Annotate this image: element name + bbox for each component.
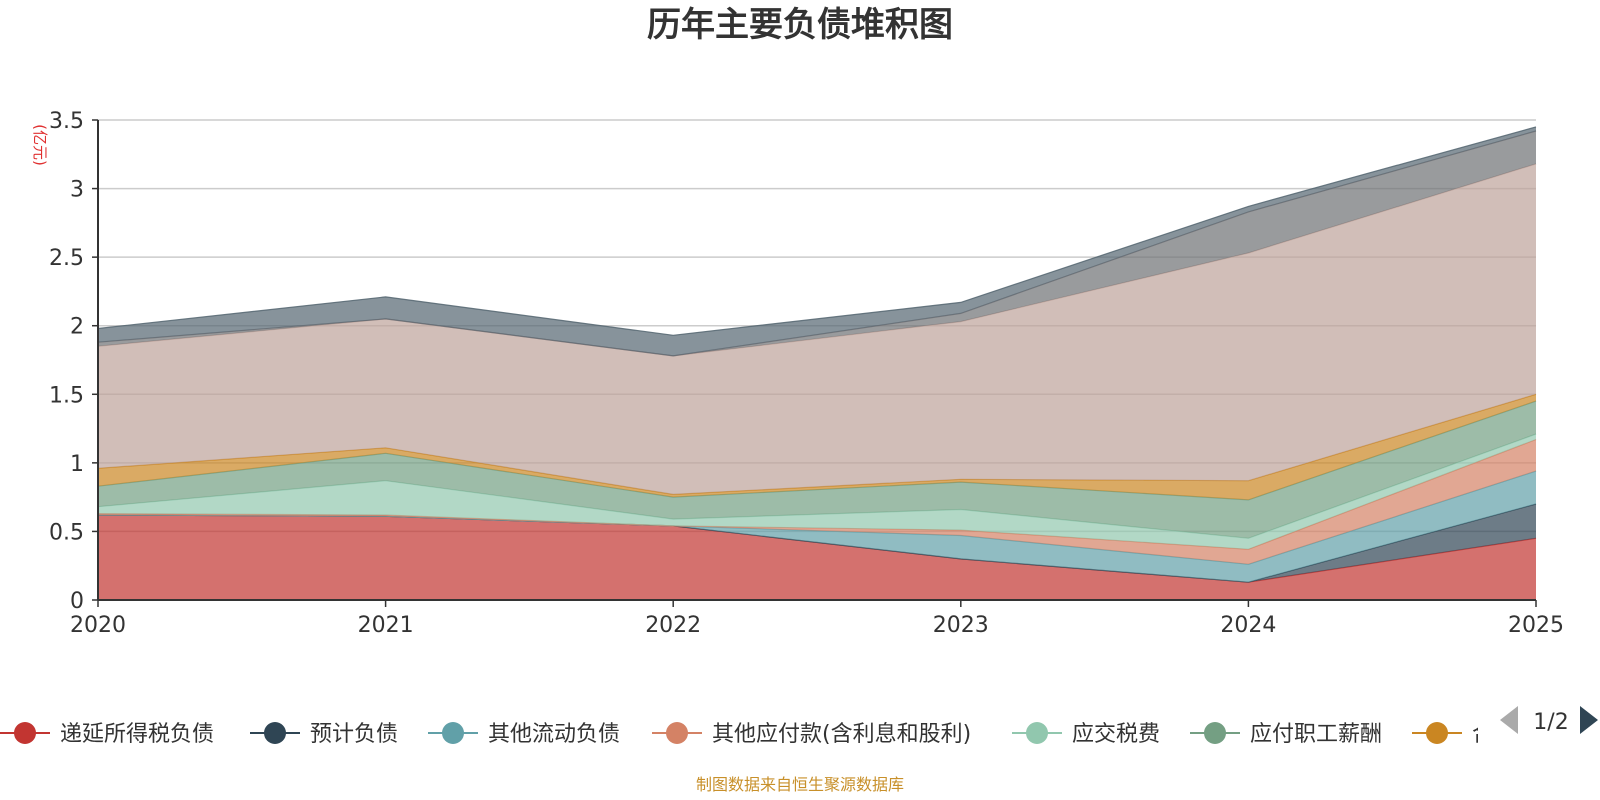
y-axis-ticks: 0 0.5 1 1.5 2 2.5 3 3.5 [49,109,98,614]
y-axis-unit-label: (亿元) [31,124,49,166]
legend-clip-mask [1478,705,1600,765]
legend-marker-icon [666,722,688,744]
legend-next-page-icon[interactable] [1580,706,1598,734]
area-series-5 [98,434,1536,550]
legend-item[interactable]: 其他流动负债 [428,722,620,747]
y-tick-label: 3.5 [49,109,84,134]
legend-marker-icon [1204,722,1226,744]
legend-item[interactable]: 其他应付款(含利息和股利) [652,722,971,747]
legend-marker-icon [1026,722,1048,744]
area-series-line-10 [97,126,1537,336]
y-tick-label: 2.5 [49,246,84,271]
y-tick-label: 1.5 [49,383,84,408]
legend-prev-page-icon[interactable] [1500,706,1518,734]
y-tick-label: 2 [70,315,84,340]
chart-title: 历年主要负债堆积图 [647,5,953,45]
area-series-6 [98,401,1536,539]
legend-item[interactable]: 应交税费 [1012,722,1160,747]
y-tick-label: 3 [70,178,84,203]
legend-marker-icon [14,722,36,744]
data-source-note: 制图数据来自恒生聚源数据库 [696,775,904,794]
y-tick-label: 0.5 [49,520,84,545]
legend-label: 应付职工薪酬 [1250,722,1382,747]
legend-label: 其他应付款(含利息和股利) [712,722,971,747]
x-tick-label: 2022 [645,613,701,638]
legend-marker-icon [1426,722,1448,744]
stacked-areas [97,126,1537,600]
legend-label: 递延所得税负债 [60,722,214,747]
x-tick-label: 2025 [1508,613,1564,638]
legend-marker-icon [264,722,286,744]
legend-label: 其他流动负债 [488,722,620,747]
legend-marker-icon [442,722,464,744]
legend: 递延所得税负债 预计负债 其他流动负债 其他应付款(含利息和股利) 应交税费 应付职工薪酬… [0,705,1600,765]
legend-pager: 1/2 [1500,706,1598,735]
legend-item[interactable]: 应付职工薪酬 [1190,722,1382,747]
y-tick-label: 1 [70,452,84,477]
legend-label: 应交税费 [1072,722,1160,747]
x-axis-ticks: 2020 2021 2022 2023 2024 2025 [70,600,1564,638]
area-series-9 [98,131,1536,356]
legend-item[interactable]: 预计负债 [250,722,398,747]
x-tick-label: 2020 [70,613,126,638]
legend-page-indicator: 1/2 [1533,710,1568,735]
legend-item[interactable]: 递延所得税负债 [0,722,214,747]
legend-label: 预计负债 [310,722,398,747]
x-tick-label: 2021 [358,613,414,638]
area-series-1 [98,515,1536,600]
x-tick-label: 2023 [933,613,989,638]
y-tick-label: 0 [70,589,84,614]
axes [97,120,1536,601]
area-series-8 [98,163,1536,495]
x-tick-label: 2024 [1220,613,1276,638]
